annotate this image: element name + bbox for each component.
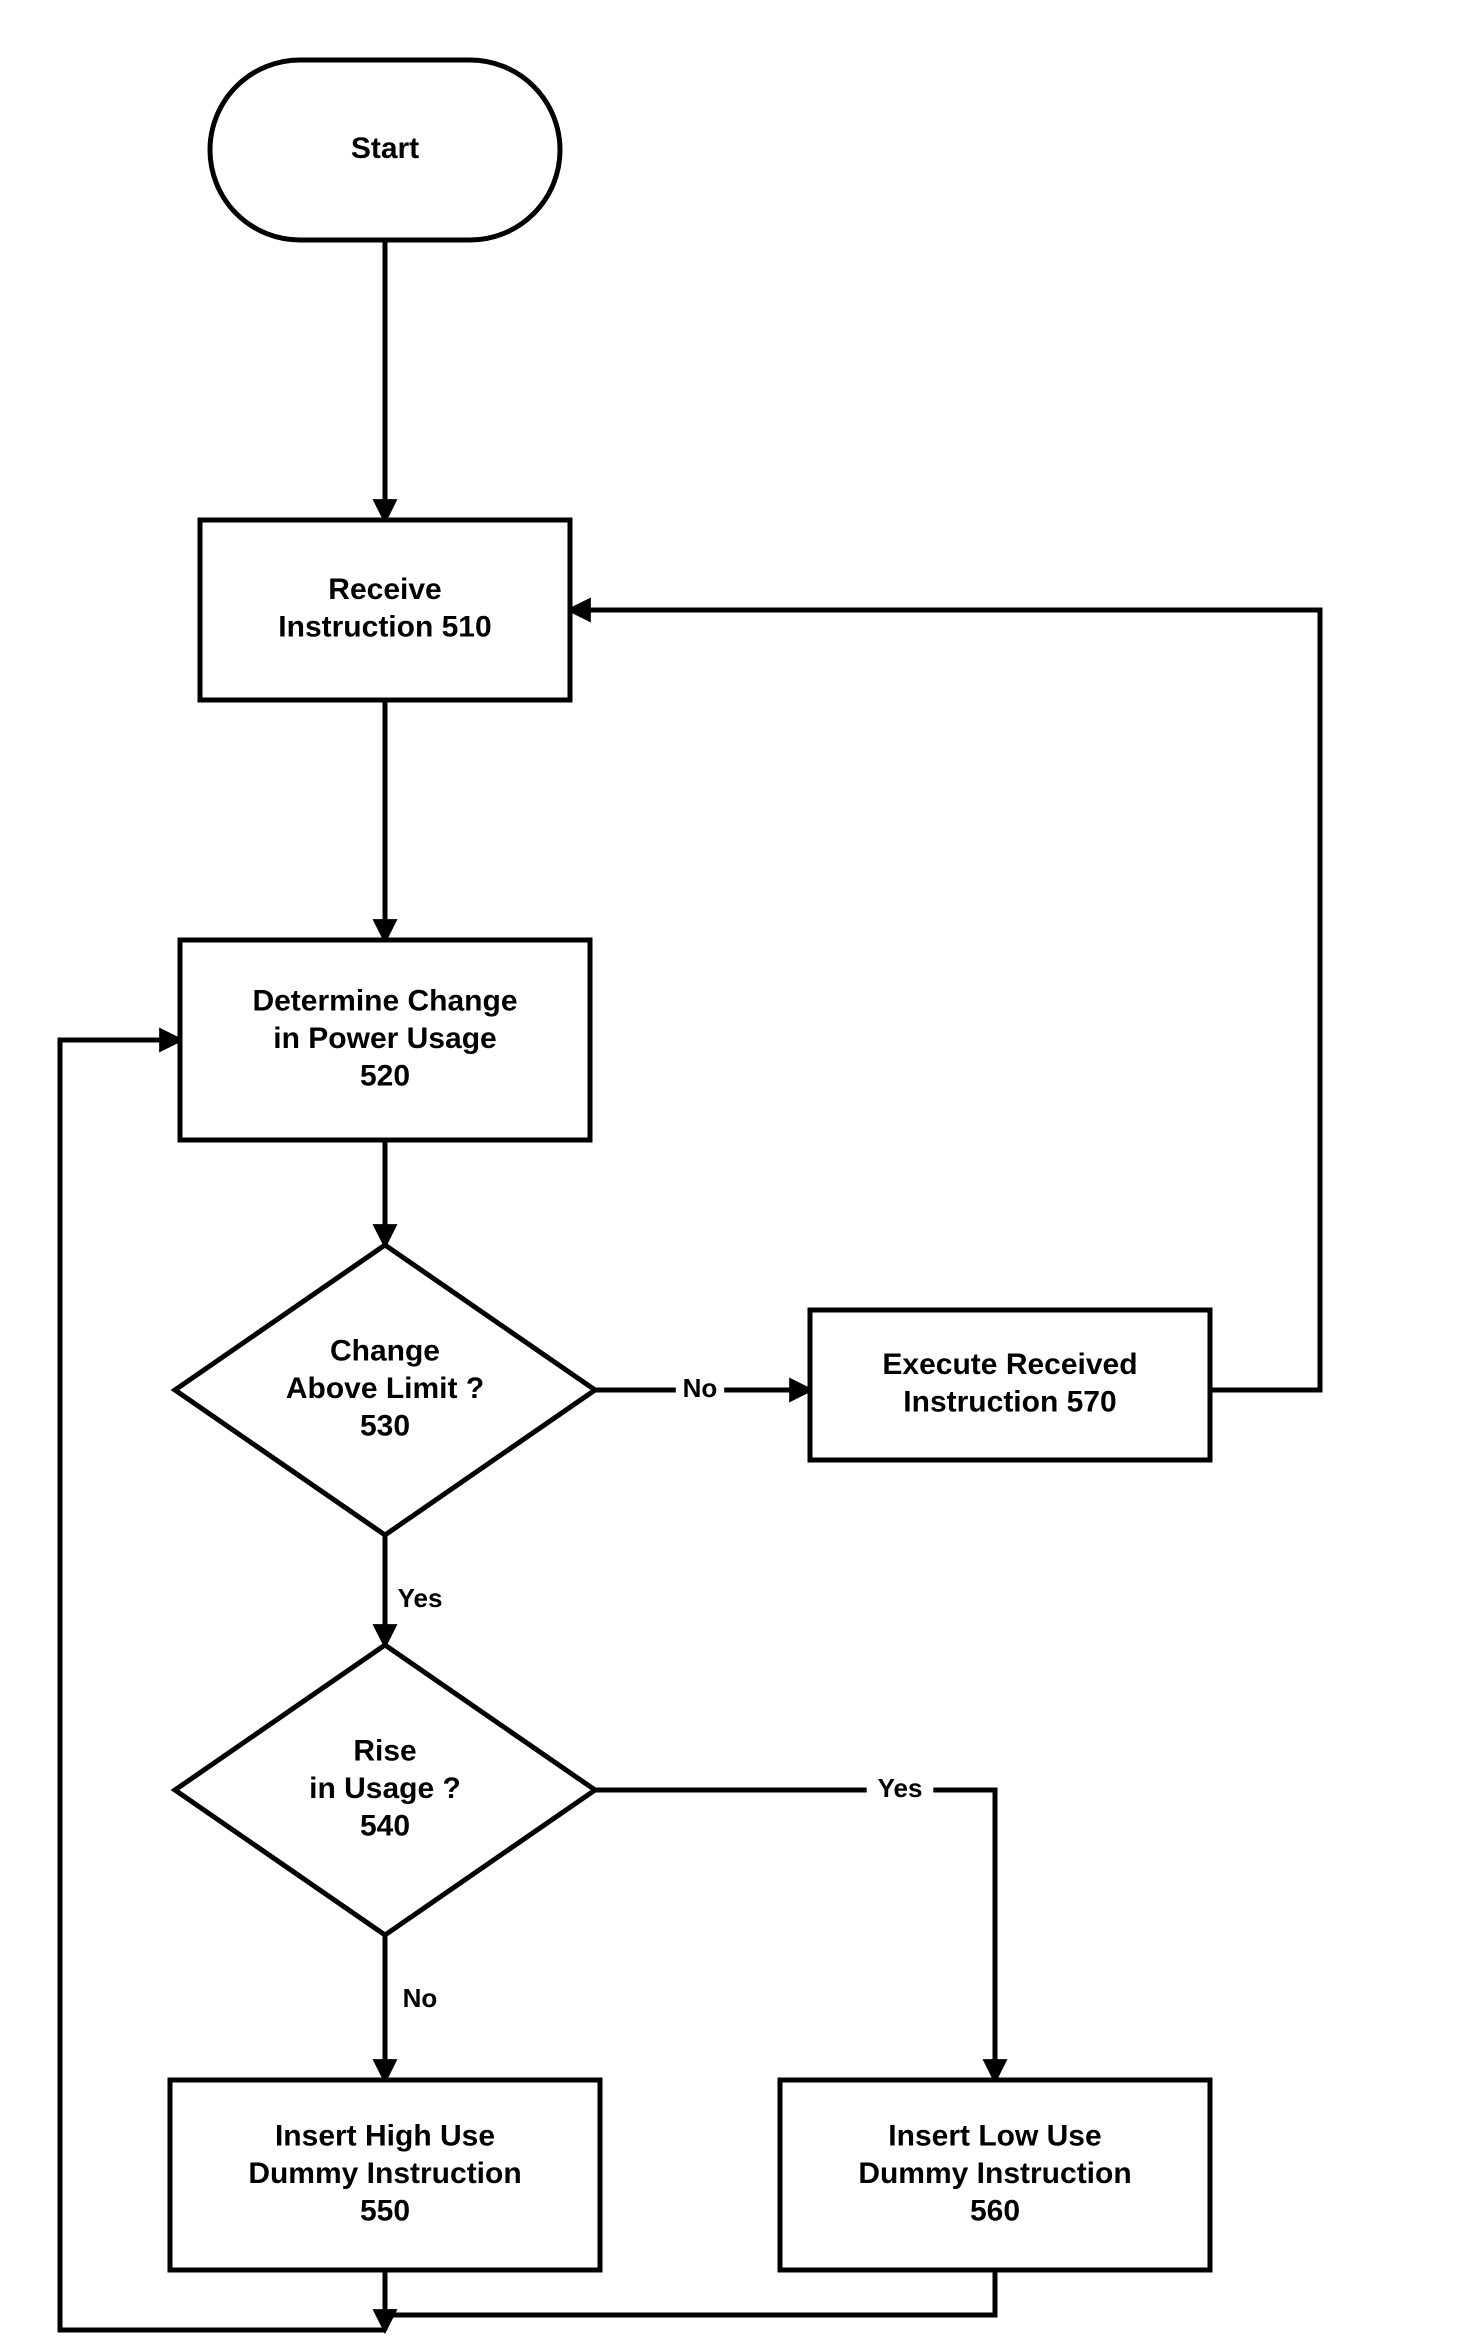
svg-text:540: 540 bbox=[360, 1809, 410, 1842]
svg-text:Instruction 570: Instruction 570 bbox=[903, 1386, 1116, 1419]
svg-text:Instruction 510: Instruction 510 bbox=[278, 611, 491, 644]
edge-label-e_530_570: No bbox=[683, 1373, 718, 1403]
svg-text:Rise: Rise bbox=[353, 1734, 416, 1767]
edge-label-e_540_550: No bbox=[403, 1983, 438, 2013]
svg-text:560: 560 bbox=[970, 2194, 1020, 2227]
svg-text:Above Limit ?: Above Limit ? bbox=[286, 1372, 484, 1405]
svg-text:Change: Change bbox=[330, 1334, 440, 1367]
edge-label-e_540_560: Yes bbox=[878, 1773, 923, 1803]
svg-text:Determine Change: Determine Change bbox=[252, 984, 517, 1017]
edge-label-e_530_540: Yes bbox=[398, 1583, 443, 1613]
svg-text:550: 550 bbox=[360, 2194, 410, 2227]
svg-text:in Usage ?: in Usage ? bbox=[309, 1772, 461, 1805]
svg-text:Dummy Instruction: Dummy Instruction bbox=[248, 2157, 521, 2190]
svg-text:Receive: Receive bbox=[328, 573, 441, 606]
svg-text:520: 520 bbox=[360, 1059, 410, 1092]
edge-e_560_merge bbox=[385, 2270, 995, 2315]
svg-text:Insert Low Use: Insert Low Use bbox=[888, 2119, 1101, 2152]
edge-e_540_560 bbox=[595, 1790, 995, 2080]
svg-text:530: 530 bbox=[360, 1409, 410, 1442]
svg-text:Start: Start bbox=[351, 132, 419, 165]
svg-text:Execute Received: Execute Received bbox=[882, 1348, 1137, 1381]
edge-e_570_510 bbox=[570, 610, 1320, 1390]
svg-text:Insert High Use: Insert High Use bbox=[275, 2119, 495, 2152]
svg-text:Dummy Instruction: Dummy Instruction bbox=[858, 2157, 1131, 2190]
svg-text:in Power Usage: in Power Usage bbox=[273, 1022, 496, 1055]
